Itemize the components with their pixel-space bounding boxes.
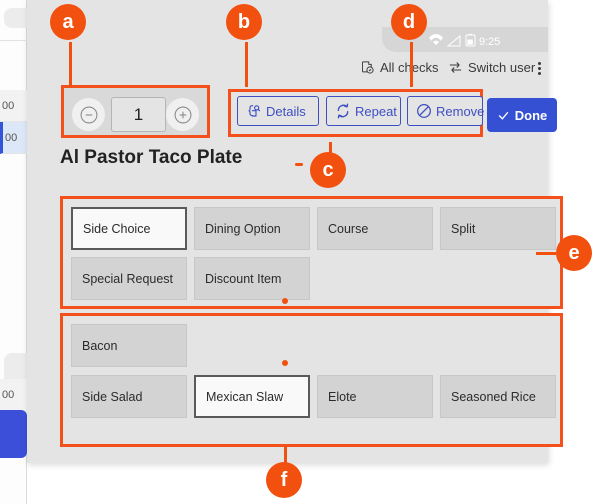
svg-text:9:25: 9:25 xyxy=(479,36,500,48)
